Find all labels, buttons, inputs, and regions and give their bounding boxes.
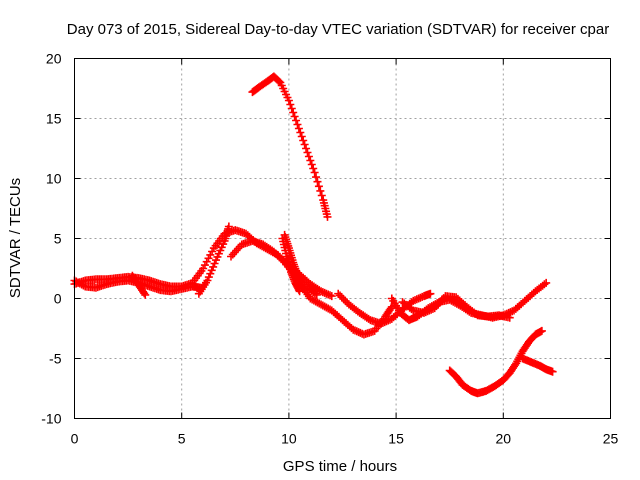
data-point <box>416 293 425 302</box>
data-point <box>273 251 282 260</box>
y-tick-label: 10 <box>46 171 62 187</box>
data-point <box>294 124 303 133</box>
data-point <box>364 314 373 323</box>
data-point <box>314 182 323 191</box>
data-point <box>380 318 389 327</box>
series-arc-j <box>398 292 514 322</box>
data-point <box>287 104 296 113</box>
data-point <box>300 140 309 149</box>
data-point <box>284 96 293 105</box>
series-arc-l <box>445 326 546 398</box>
data-point <box>471 309 480 318</box>
data-point <box>299 136 308 145</box>
x-tick-label: 0 <box>71 431 79 447</box>
data-point <box>310 168 319 177</box>
data-point <box>421 308 430 317</box>
data-point <box>426 289 435 298</box>
data-point <box>312 173 321 182</box>
data-point <box>297 132 306 141</box>
data-point <box>278 256 287 265</box>
data-point <box>542 278 551 287</box>
data-point <box>548 367 557 376</box>
series-arc-c <box>194 222 233 298</box>
data-point <box>302 144 311 153</box>
data-point <box>304 152 313 161</box>
data-point <box>505 313 514 322</box>
y-tick-label: 5 <box>54 231 62 247</box>
series-arc-h <box>334 289 435 328</box>
x-tick-label: 20 <box>496 431 512 447</box>
series-arc-m <box>518 354 557 376</box>
data-point <box>303 148 312 157</box>
data-point <box>337 293 346 302</box>
data-point <box>307 160 316 169</box>
data-point <box>327 292 336 301</box>
data-point <box>286 100 295 109</box>
data-point <box>352 327 361 336</box>
data-point <box>339 295 348 304</box>
x-tick-label: 5 <box>178 431 186 447</box>
data-point <box>293 120 302 129</box>
x-tick-label: 25 <box>603 431 619 447</box>
data-point <box>269 247 278 256</box>
data-point <box>427 305 436 314</box>
y-tick-label: -5 <box>49 351 62 367</box>
y-tick-label: -10 <box>41 411 61 427</box>
data-point <box>356 328 365 337</box>
data-point <box>313 177 322 186</box>
data-point <box>411 296 420 305</box>
data-point <box>407 305 416 314</box>
data-point <box>310 289 319 298</box>
data-point <box>335 291 344 300</box>
series-arc-k <box>248 72 332 221</box>
data-point <box>292 116 301 125</box>
y-tick-label: 15 <box>46 111 62 127</box>
data-point <box>290 112 299 121</box>
data-point <box>317 287 326 296</box>
x-tick-labels: 0 5 10 15 20 25 <box>71 431 619 447</box>
data-point <box>323 212 332 221</box>
data-point <box>334 289 343 298</box>
series-arc-g <box>280 230 396 339</box>
data-point <box>306 156 315 165</box>
x-tick-label: 10 <box>281 431 297 447</box>
chart-title: Day 073 of 2015, Sidereal Day-to-day VTE… <box>67 21 609 38</box>
y-tick-labels: -10 -5 0 5 10 15 20 <box>41 51 61 427</box>
data-point <box>386 304 395 313</box>
data-point <box>316 186 325 195</box>
x-tick-label: 15 <box>388 431 404 447</box>
y-tick-label: 0 <box>54 291 62 307</box>
data-point <box>317 191 326 200</box>
data-point <box>275 253 284 262</box>
data-point <box>79 281 88 290</box>
y-axis-label: SDTVAR / TECUs <box>7 178 24 298</box>
data-point <box>309 164 318 173</box>
data-point <box>271 249 280 258</box>
data-point <box>140 289 149 298</box>
data-point <box>224 222 233 231</box>
data-point <box>320 288 329 297</box>
data-point <box>141 290 150 299</box>
x-axis-label: GPS time / hours <box>283 458 397 475</box>
data-point <box>540 280 549 289</box>
data-point <box>325 291 334 300</box>
data-points <box>70 72 557 398</box>
series-arc-d <box>128 271 150 299</box>
data-point <box>537 326 546 335</box>
data-point <box>341 296 350 305</box>
plot-frame <box>74 58 611 419</box>
data-point <box>296 128 305 137</box>
y-tick-label: 20 <box>46 51 62 67</box>
data-point <box>289 108 298 117</box>
data-point <box>377 319 386 328</box>
data-point <box>312 290 321 299</box>
